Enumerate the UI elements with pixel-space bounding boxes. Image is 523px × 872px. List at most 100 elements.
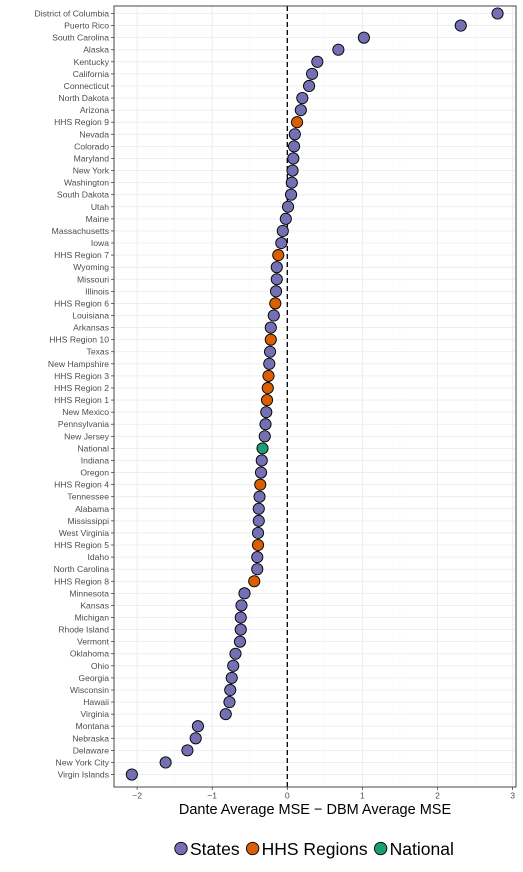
y-tick-label: Michigan — [75, 613, 110, 623]
x-tick-label: −2 — [132, 791, 142, 801]
y-tick-label: Colorado — [74, 141, 109, 151]
point-north-carolina — [251, 563, 264, 576]
point-puerto-rico — [454, 19, 467, 32]
y-tick-label: Ohio — [91, 661, 109, 671]
point-ohio — [227, 659, 240, 672]
point-south-carolina — [357, 31, 370, 44]
point-arkansas — [264, 321, 277, 334]
point-indiana — [255, 454, 268, 467]
y-tick-label: Illinois — [85, 286, 109, 296]
point-new-hampshire — [263, 357, 276, 370]
y-tick-label: Indiana — [81, 455, 109, 465]
point-south-dakota — [285, 188, 298, 201]
point-north-dakota — [296, 92, 309, 105]
y-tick-label: Georgia — [78, 673, 109, 683]
point-massachusetts — [276, 224, 289, 237]
x-axis-ticks: −2 −1 0 1 2 3 — [132, 787, 515, 801]
y-tick-label: North Carolina — [54, 564, 110, 574]
x-tick-label: 0 — [285, 791, 290, 801]
point-washington — [285, 176, 298, 189]
point-district-of-columbia — [491, 7, 504, 20]
point-kentucky — [311, 55, 324, 68]
point-illinois — [269, 285, 283, 298]
y-tick-label: New York City — [56, 757, 110, 767]
y-tick-label: Nevada — [79, 129, 109, 139]
y-tick-label: HHS Region 3 — [54, 371, 109, 381]
y-tick-label: Iowa — [91, 238, 109, 248]
x-axis-title: Dante Average MSE − DBM Average MSE — [179, 802, 452, 818]
x-tick-label: −1 — [207, 791, 217, 801]
x-tick-label: 1 — [360, 791, 365, 801]
y-tick-label: New Hampshire — [48, 359, 109, 369]
y-tick-label: HHS Region 2 — [54, 383, 109, 393]
y-tick-label: South Dakota — [57, 190, 109, 200]
point-arizona — [294, 104, 307, 117]
point-hhs-region-10 — [264, 333, 277, 346]
y-tick-label: Tennessee — [67, 492, 109, 502]
point-vermont — [233, 635, 247, 648]
point-kansas — [235, 599, 248, 612]
point-hhs-region-8 — [248, 575, 261, 588]
y-tick-label: HHS Region 5 — [54, 540, 109, 550]
y-tick-label: California — [73, 69, 110, 79]
point-oklahoma — [229, 647, 242, 660]
y-tick-label: New York — [73, 166, 110, 176]
point-oregon — [254, 466, 268, 479]
point-new-jersey — [258, 430, 271, 443]
y-tick-label: Mississippi — [67, 516, 109, 526]
point-texas — [263, 345, 277, 358]
point-new-york-city — [159, 756, 172, 769]
point-west-virginia — [251, 526, 265, 539]
y-tick-label: HHS Region 1 — [54, 395, 109, 405]
point-hhs-region-2 — [261, 381, 274, 395]
y-tick-label: Missouri — [77, 274, 109, 284]
y-tick-label: National — [77, 443, 109, 453]
plot-border — [113, 5, 517, 788]
y-tick-label: Nebraska — [72, 733, 109, 743]
y-tick-label: HHS Region 4 — [54, 480, 109, 490]
y-tick-label: Delaware — [73, 745, 110, 755]
y-tick-label: Louisiana — [72, 311, 109, 321]
point-georgia — [225, 671, 238, 684]
point-hawaii — [223, 696, 236, 709]
point-virgin-islands — [125, 768, 138, 781]
point-utah — [282, 200, 295, 213]
y-tick-label: Oklahoma — [70, 649, 109, 659]
point-idaho — [251, 551, 264, 564]
y-tick-label: Alaska — [83, 45, 109, 55]
point-tennessee — [253, 490, 266, 503]
point-michigan — [234, 611, 247, 624]
point-louisiana — [267, 309, 280, 322]
y-tick-label: Utah — [91, 202, 109, 212]
legend-key — [245, 841, 260, 856]
point-missouri — [270, 273, 283, 286]
y-tick-label: HHS Region 8 — [54, 576, 109, 586]
y-tick-label: Maryland — [74, 153, 110, 163]
y-tick-label: North Dakota — [58, 93, 109, 103]
point-maryland — [287, 152, 300, 165]
x-tick-label: 2 — [435, 791, 440, 801]
y-tick-label: Puerto Rico — [64, 21, 109, 31]
point-national — [256, 442, 269, 455]
point-nevada — [288, 128, 301, 141]
y-tick-label: Wyoming — [73, 262, 109, 272]
y-tick-label: West Virginia — [59, 528, 110, 538]
point-virginia — [219, 708, 232, 721]
point-wyoming — [270, 261, 283, 274]
y-tick-label: Connecticut — [64, 81, 110, 91]
legend-label: National — [390, 839, 454, 859]
legend-label: States — [190, 839, 240, 859]
y-tick-label: Pennsylvania — [58, 419, 109, 429]
y-tick-label: Arkansas — [73, 323, 109, 333]
legend-label: HHS Regions — [262, 839, 368, 859]
point-montana — [191, 720, 204, 733]
y-tick-label: Texas — [87, 347, 109, 357]
point-delaware — [181, 744, 194, 757]
point-hhs-region-6 — [269, 297, 282, 310]
point-wisconsin — [224, 683, 237, 697]
y-tick-label: Washington — [64, 178, 109, 188]
legend-key — [174, 841, 188, 856]
gridlines — [114, 6, 516, 787]
point-hhs-region-7 — [272, 249, 285, 262]
y-tick-label: Virginia — [80, 709, 109, 719]
